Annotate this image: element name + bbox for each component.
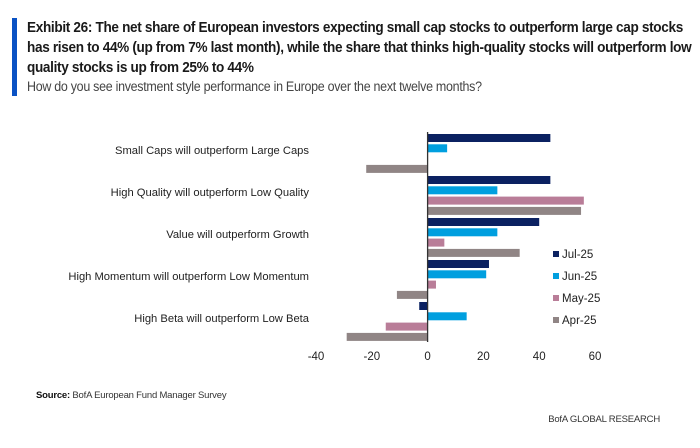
x-tick-label: 20 — [477, 351, 490, 363]
bar-apr-25-4 — [346, 332, 428, 341]
x-tick-label: 0 — [424, 351, 430, 363]
title-block: Exhibit 26: The net share of European in… — [12, 18, 697, 96]
legend-swatch-may-25 — [553, 295, 559, 301]
source-text: BofA European Fund Manager Survey — [69, 390, 227, 401]
bar-jun-25-4 — [427, 312, 467, 321]
bar-jul-25-4 — [419, 302, 428, 310]
legend-swatch-apr-25 — [553, 317, 559, 323]
bar-may-25-2 — [427, 238, 445, 247]
x-tick-label: -40 — [308, 351, 325, 363]
exhibit-title: Exhibit 26: The net share of European in… — [27, 20, 692, 76]
category-label: High Momentum will outperform Low Moment… — [68, 271, 309, 283]
legend-label: Jul-25 — [562, 249, 593, 261]
category-label: High Beta will outperform Low Beta — [134, 313, 310, 325]
legend: Jul-25 Jun-25 May-25 Apr-25 — [553, 249, 600, 327]
x-tick-label: -20 — [363, 351, 380, 363]
x-tick-label: 60 — [589, 351, 602, 363]
brand-label: BofA GLOBAL RESEARCH — [548, 414, 660, 425]
x-tick-label: 40 — [533, 351, 546, 363]
bar-jun-25-3 — [427, 270, 487, 279]
legend-swatch-jun-25 — [553, 273, 559, 279]
bar-may-25-3 — [427, 280, 436, 289]
bar-jul-25-2 — [427, 218, 540, 226]
category-label: High Quality will outperform Low Quality — [111, 187, 310, 199]
source-note: Source: BofA European Fund Manager Surve… — [36, 390, 227, 401]
bar-apr-25-1 — [427, 206, 582, 215]
bars — [346, 134, 584, 341]
bar-apr-25-2 — [427, 248, 520, 257]
bar-may-25-4 — [385, 322, 428, 331]
legend-label: May-25 — [562, 293, 600, 305]
bar-apr-25-3 — [396, 290, 428, 299]
bar-may-25-1 — [427, 196, 584, 205]
bar-jun-25-1 — [427, 186, 498, 195]
legend-label: Jun-25 — [562, 271, 597, 283]
bar-jul-25-3 — [427, 260, 489, 268]
legend-swatch-jul-25 — [553, 251, 559, 257]
source-label: Source: — [36, 390, 70, 401]
legend-label: Apr-25 — [562, 315, 597, 327]
category-labels: Small Caps will outperform Large Caps Hig… — [68, 145, 309, 325]
bar-apr-25-0 — [366, 164, 428, 173]
exhibit-subtitle: How do you see investment style performa… — [27, 79, 482, 94]
bar-jul-25-1 — [427, 176, 551, 184]
category-label: Small Caps will outperform Large Caps — [115, 145, 309, 157]
tick-labels: -40 -20 0 20 40 60 — [308, 351, 602, 363]
bar-jul-25-0 — [427, 134, 551, 142]
category-label: Value will outperform Growth — [166, 229, 309, 241]
bar-jun-25-2 — [427, 228, 498, 237]
bar-jun-25-0 — [427, 144, 448, 153]
